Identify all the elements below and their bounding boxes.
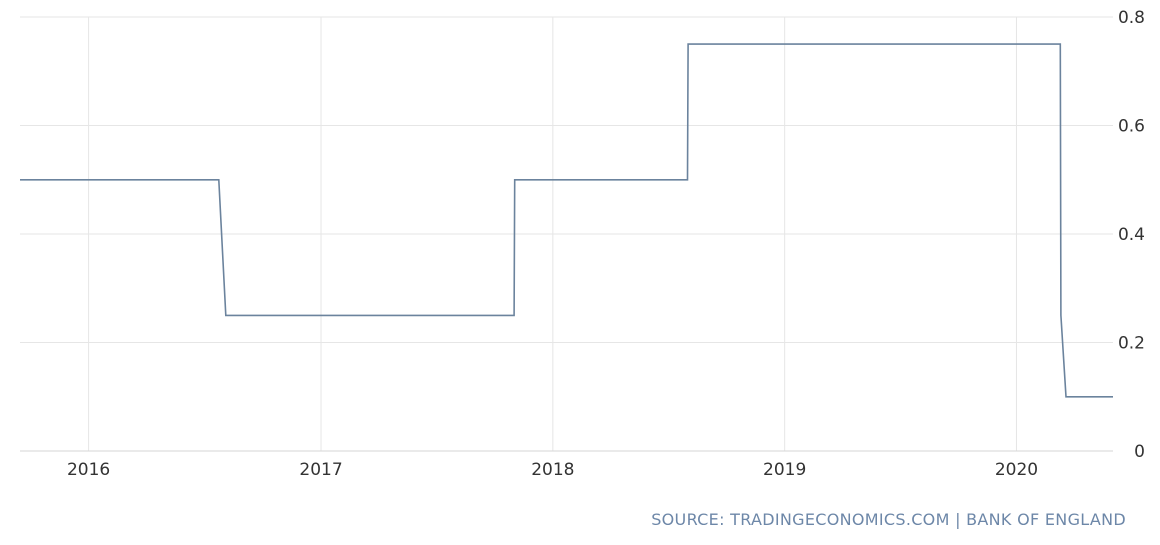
y-tick-label: 0.2 (1118, 334, 1145, 354)
y-tick-label: 0.4 (1118, 225, 1145, 245)
x-tick-label: 2017 (299, 460, 342, 480)
tick-labels: 0 0.2 0.4 0.6 0.8 2016 2017 2018 2019 2020 (67, 8, 1145, 480)
series-line (20, 43, 1113, 398)
y-tick-label: 0 (1134, 442, 1145, 462)
x-tick-label: 2019 (763, 460, 806, 480)
y-tick-label: 0.8 (1118, 8, 1145, 28)
x-tick-label: 2016 (67, 460, 110, 480)
series (20, 43, 1113, 398)
x-tick-label: 2018 (531, 460, 574, 480)
source-caption: SOURCE: TRADINGECONOMICS.COM | BANK OF E… (651, 510, 1126, 529)
y-tick-label: 0.6 (1118, 117, 1145, 137)
grid (20, 16, 1113, 451)
x-tick-label: 2020 (995, 460, 1038, 480)
